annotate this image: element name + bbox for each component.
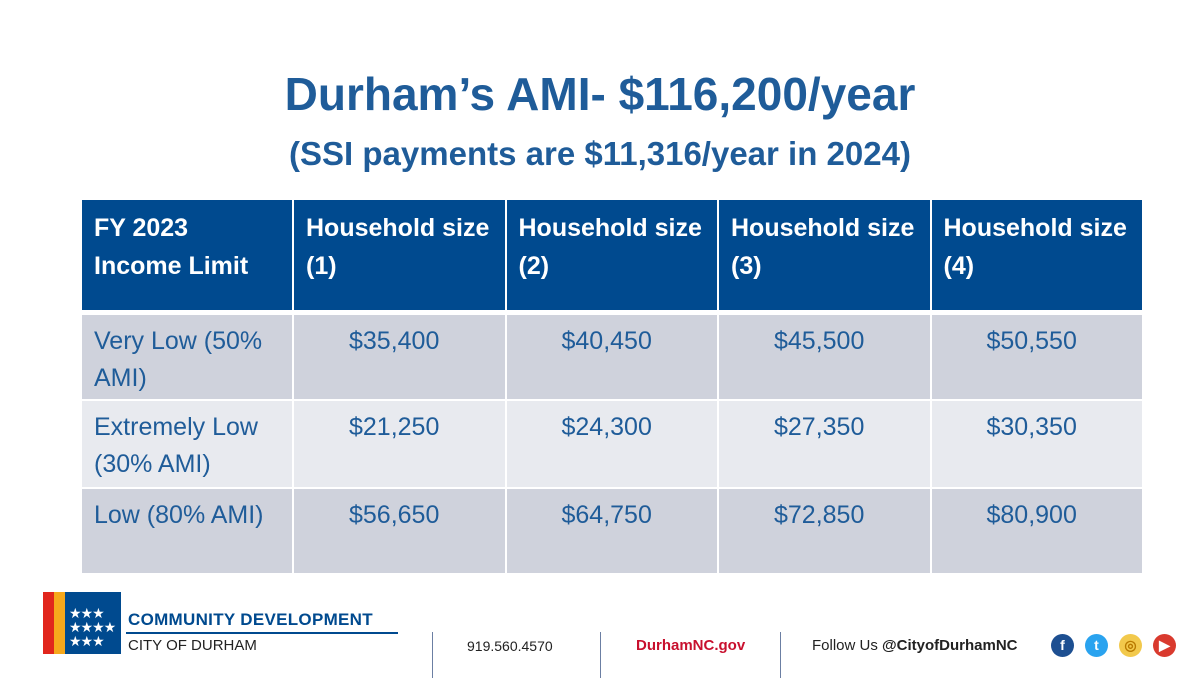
header-household-1: Household size (1)	[292, 198, 507, 315]
logo-gold-bar	[54, 592, 65, 654]
table-cell: $21,250	[292, 399, 507, 489]
follow-label: Follow Us	[812, 637, 878, 654]
table-cell: $56,650	[292, 487, 507, 575]
table-cell: $35,400	[292, 311, 507, 401]
table-cell: $40,450	[504, 311, 719, 401]
phone-number: 919.560.4570	[467, 638, 553, 654]
facebook-icon[interactable]: f	[1051, 634, 1074, 657]
org-underline	[126, 632, 398, 634]
footer-divider	[780, 632, 781, 678]
header-household-4: Household size (4)	[929, 198, 1144, 315]
table-cell: $80,900	[929, 487, 1144, 575]
table-cell: $72,850	[717, 487, 932, 575]
website-link[interactable]: DurhamNC.gov	[636, 637, 746, 654]
table-cell: $50,550	[929, 311, 1144, 401]
table-row: Extremely Low (30% AMI) $21,250 $24,300 …	[80, 399, 1144, 489]
row-label: Extremely Low (30% AMI)	[80, 399, 294, 489]
footer: ★★★ ★★★★ ★★★ COMMUNITY DEVELOPMENT CITY OF…	[0, 590, 1200, 679]
income-limit-table: FY 2023 Income Limit Household size (1) …	[80, 198, 1144, 575]
logo-red-bar	[43, 592, 54, 654]
header-household-3: Household size (3)	[717, 198, 932, 315]
page-subtitle: (SSI payments are $11,316/year in 2024)	[289, 135, 911, 172]
table-cell: $27,350	[717, 399, 932, 489]
footer-divider	[600, 632, 601, 678]
logo-blue-panel	[65, 592, 121, 654]
youtube-icon[interactable]: ▶	[1153, 634, 1176, 657]
page-title: Durham’s AMI- $116,200/year	[284, 68, 916, 120]
follow-us: Follow Us @CityofDurhamNC	[812, 637, 1018, 654]
table-header-row: FY 2023 Income Limit Household size (1) …	[80, 198, 1144, 315]
row-label: Low (80% AMI)	[80, 487, 294, 575]
org-name: COMMUNITY DEVELOPMENT	[128, 610, 373, 629]
header-income-limit: FY 2023 Income Limit	[80, 198, 294, 315]
city-logo: ★★★ ★★★★ ★★★	[43, 592, 121, 654]
table-cell: $30,350	[929, 399, 1144, 489]
twitter-icon[interactable]: t	[1085, 634, 1108, 657]
table-cell: $24,300	[504, 399, 719, 489]
org-subtitle: CITY OF DURHAM	[128, 637, 257, 654]
table-row: Very Low (50% AMI) $35,400 $40,450 $45,5…	[80, 311, 1144, 401]
table-cell: $45,500	[717, 311, 932, 401]
row-label: Very Low (50% AMI)	[80, 311, 294, 401]
instagram-icon[interactable]: ◎	[1119, 634, 1142, 657]
table-row: Low (80% AMI) $56,650 $64,750 $72,850 $8…	[80, 487, 1144, 575]
header-household-2: Household size (2)	[504, 198, 719, 315]
footer-divider	[432, 632, 433, 678]
stars-icon: ★★★ ★★★★ ★★★	[69, 605, 116, 649]
social-handle[interactable]: @CityofDurhamNC	[882, 637, 1018, 654]
table-cell: $64,750	[504, 487, 719, 575]
